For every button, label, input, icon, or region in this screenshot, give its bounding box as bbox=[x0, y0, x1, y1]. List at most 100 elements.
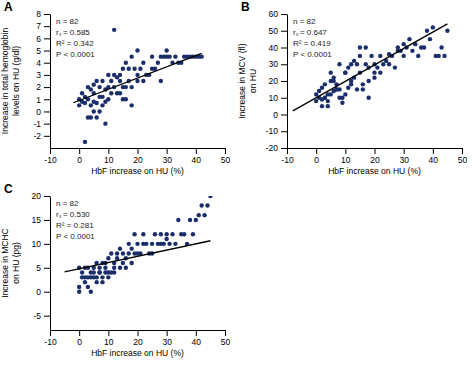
point bbox=[431, 25, 435, 29]
tick-mark bbox=[138, 148, 139, 154]
tick-mark bbox=[50, 330, 51, 336]
point bbox=[77, 285, 81, 289]
panel: -1001020304050-20-100102030405060Bn = 82… bbox=[237, 0, 467, 176]
point bbox=[94, 280, 98, 284]
tick: 0 bbox=[77, 330, 82, 347]
point bbox=[115, 251, 119, 255]
tick: -10 bbox=[44, 330, 57, 347]
point bbox=[358, 45, 362, 49]
tick: 0 bbox=[36, 107, 50, 117]
tick-mark bbox=[281, 64, 287, 65]
point bbox=[164, 232, 168, 236]
tick-label: 20 bbox=[133, 337, 143, 347]
point bbox=[109, 251, 113, 255]
y-axis-title-line: levels on HU (g/dl) bbox=[11, 46, 21, 116]
tick-label: 20 bbox=[32, 191, 42, 201]
tick-label: 40 bbox=[192, 337, 202, 347]
tick-mark bbox=[44, 75, 50, 76]
point bbox=[92, 109, 96, 113]
point bbox=[422, 45, 426, 49]
tick-mark bbox=[44, 316, 50, 317]
tick-label: 3 bbox=[36, 70, 41, 80]
tick: 30 bbox=[162, 148, 172, 165]
x-axis-title: HbF increase on HU (%) bbox=[328, 166, 421, 176]
point bbox=[326, 99, 330, 103]
point bbox=[97, 266, 101, 270]
tick-label: -1 bbox=[33, 119, 41, 129]
y-axis: -505101520 bbox=[32, 191, 51, 330]
tick-label: 4 bbox=[36, 58, 41, 68]
stats-text: n = 82 bbox=[56, 17, 79, 26]
point bbox=[401, 54, 405, 58]
point bbox=[83, 275, 87, 279]
point bbox=[375, 65, 379, 69]
tick-mark bbox=[225, 330, 226, 336]
point bbox=[132, 232, 136, 236]
tick-mark bbox=[44, 14, 50, 15]
point bbox=[349, 62, 353, 66]
tick-mark bbox=[281, 115, 287, 116]
tick: 50 bbox=[458, 148, 468, 165]
axis-line bbox=[50, 197, 51, 331]
tick: 3 bbox=[36, 70, 50, 80]
point bbox=[372, 70, 376, 74]
point bbox=[129, 54, 133, 58]
point bbox=[132, 67, 136, 71]
point bbox=[364, 45, 368, 49]
tick-label: -10 bbox=[44, 155, 57, 165]
tick: 0 bbox=[273, 110, 287, 120]
tick-label: 40 bbox=[192, 155, 202, 165]
point bbox=[109, 79, 113, 83]
point bbox=[378, 54, 382, 58]
point bbox=[89, 103, 93, 107]
tick-label: 50 bbox=[269, 26, 279, 36]
tick-label: 10 bbox=[104, 337, 114, 347]
point bbox=[121, 251, 125, 255]
tick: 1 bbox=[36, 94, 50, 104]
point bbox=[150, 242, 154, 246]
tick-mark bbox=[44, 38, 50, 39]
tick: 50 bbox=[221, 148, 231, 165]
point bbox=[77, 290, 81, 294]
point bbox=[135, 73, 139, 77]
point bbox=[396, 45, 400, 49]
point bbox=[118, 266, 122, 270]
point bbox=[97, 270, 101, 274]
point bbox=[109, 91, 113, 95]
point bbox=[127, 67, 131, 71]
point bbox=[314, 99, 318, 103]
point bbox=[112, 28, 116, 32]
point bbox=[121, 261, 125, 265]
tick-label: 30 bbox=[162, 337, 172, 347]
point bbox=[323, 96, 327, 100]
x-axis: -1001020304050 bbox=[44, 148, 230, 165]
point bbox=[366, 79, 370, 83]
point bbox=[387, 62, 391, 66]
point bbox=[112, 270, 116, 274]
tick-mark bbox=[287, 148, 288, 154]
tick: 50 bbox=[269, 26, 287, 36]
tick: 40 bbox=[429, 148, 439, 165]
tick-label: -2 bbox=[33, 131, 41, 141]
tick-mark bbox=[44, 26, 50, 27]
y-axis: -2-1012345678 bbox=[33, 9, 50, 148]
point bbox=[381, 62, 385, 66]
tick: -10 bbox=[44, 148, 57, 165]
point bbox=[83, 280, 87, 284]
point bbox=[144, 242, 148, 246]
y-axis-title: Increase in MCV (fl)on HU bbox=[237, 43, 258, 118]
axis-line bbox=[287, 15, 288, 149]
point bbox=[97, 270, 101, 274]
stats-text: P < 0.0001 bbox=[56, 50, 95, 59]
tick-mark bbox=[44, 244, 50, 245]
point bbox=[129, 103, 133, 107]
tick-mark bbox=[462, 148, 463, 154]
tick-label: -5 bbox=[33, 311, 41, 321]
tick-mark bbox=[225, 148, 226, 154]
tick: 8 bbox=[36, 9, 50, 19]
point bbox=[106, 275, 110, 279]
point bbox=[80, 270, 84, 274]
tick-label: 40 bbox=[429, 155, 439, 165]
point bbox=[80, 91, 84, 95]
tick-label: 2 bbox=[36, 82, 41, 92]
